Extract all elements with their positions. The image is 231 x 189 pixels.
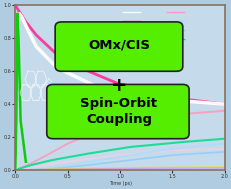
FancyBboxPatch shape: [47, 84, 188, 139]
FancyBboxPatch shape: [55, 22, 182, 71]
Text: Spin-Orbit
Coupling: Spin-Orbit Coupling: [80, 97, 157, 126]
X-axis label: Time (ps): Time (ps): [108, 180, 131, 186]
Text: OMx/CIS: OMx/CIS: [88, 39, 149, 52]
Text: +: +: [110, 76, 127, 95]
